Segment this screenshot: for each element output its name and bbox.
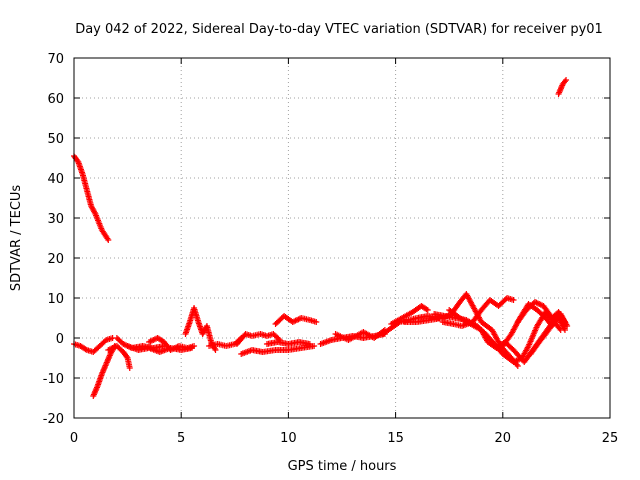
data-point: [423, 306, 430, 313]
data-point: [74, 157, 81, 164]
x-tick-label: 5: [177, 431, 185, 446]
data-point: [561, 327, 568, 333]
data-point: [561, 78, 568, 85]
y-tick-label: 20: [47, 252, 64, 267]
y-tick-label: 0: [56, 332, 64, 347]
axis-ticks: 0 5 10 15 20 25 -20 -10 0 10 20 30 40 50 60 70: [43, 52, 619, 446]
grid: [74, 58, 610, 418]
x-tick-label: 25: [602, 431, 619, 446]
x-tick-label: 20: [495, 431, 512, 446]
y-axis-label: SDTVAR / TECUs: [9, 185, 24, 292]
y-tick-label: 50: [47, 132, 64, 147]
x-tick-label: 10: [280, 431, 297, 446]
data-point: [424, 307, 431, 313]
data-point: [563, 77, 570, 83]
data-point: [82, 346, 89, 353]
data-points: [71, 77, 571, 399]
data-point: [313, 319, 320, 325]
data-point: [311, 343, 318, 349]
data-point: [105, 237, 112, 243]
chart-title: Day 042 of 2022, Sidereal Day-to-day VTE…: [75, 22, 603, 37]
x-axis-label: GPS time / hours: [288, 459, 397, 474]
y-tick-label: 70: [47, 52, 64, 67]
y-tick-label: 10: [47, 292, 64, 307]
y-tick-label: 60: [47, 92, 64, 107]
x-tick-label: 15: [387, 431, 404, 446]
y-tick-label: -20: [43, 412, 64, 427]
data-point: [212, 347, 219, 353]
plot-frame: [73, 57, 611, 419]
data-point: [91, 209, 98, 216]
data-point: [564, 323, 571, 329]
data-point: [126, 365, 133, 371]
data-point: [275, 335, 282, 342]
data-point: [123, 353, 130, 360]
data-point: [510, 297, 517, 303]
data-point: [188, 345, 195, 351]
y-tick-label: 30: [47, 212, 64, 227]
y-tick-label: -10: [43, 372, 64, 387]
data-point: [561, 319, 568, 325]
data-point: [306, 341, 313, 347]
x-tick-label: 0: [70, 431, 78, 446]
data-point: [514, 363, 521, 369]
y-tick-label: 40: [47, 172, 64, 187]
